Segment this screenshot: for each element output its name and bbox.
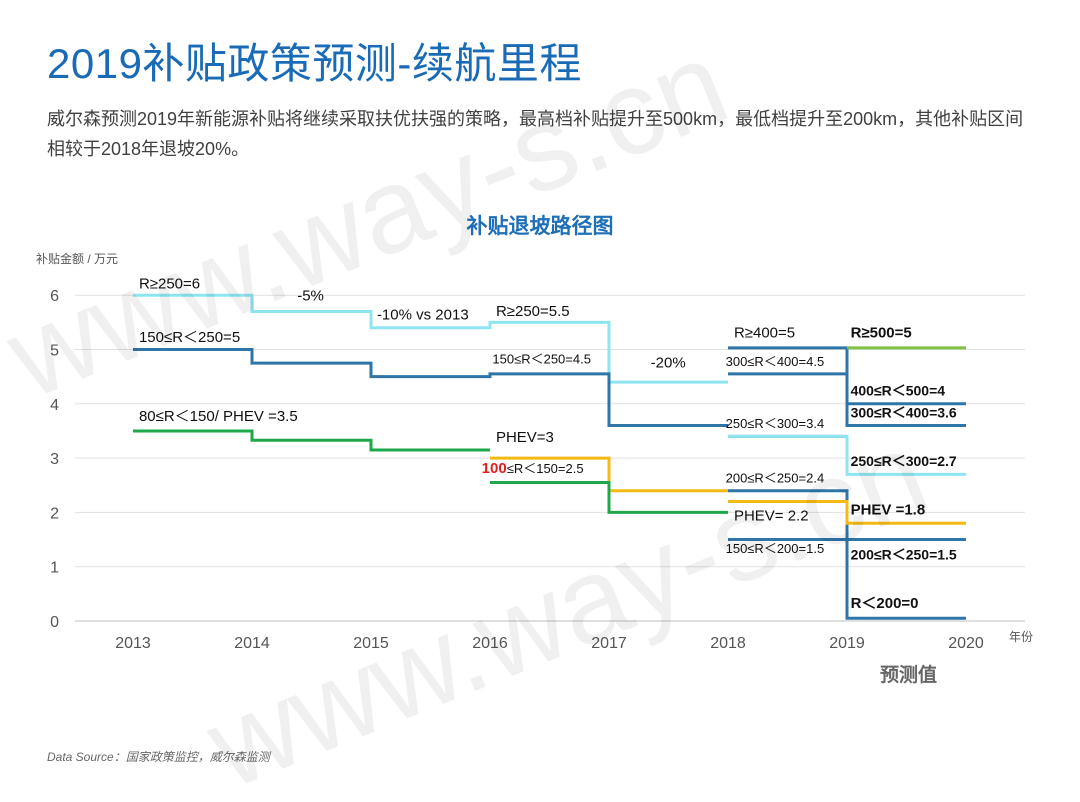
data-label: R≥500=5 [851, 325, 912, 342]
x-tick-label: 2015 [353, 635, 389, 652]
x-axis-label: 年份 [1009, 630, 1034, 644]
page-title: 2019补贴政策预测-续航里程 [47, 40, 582, 87]
series-line-4 [490, 456, 728, 493]
series-line-10 [728, 434, 966, 476]
series-line-1 [133, 293, 728, 384]
data-label: 300≤R＜400=3.6 [851, 404, 957, 420]
y-tick-label: 4 [50, 397, 59, 414]
series-line-3 [133, 429, 490, 452]
data-label: R≥250=5.5 [496, 303, 570, 320]
x-tick-label: 2016 [472, 635, 508, 652]
series-line-13 [728, 538, 966, 620]
data-label: 80≤R＜150/ PHEV =3.5 [139, 408, 298, 425]
data-label: PHEV =1.8 [851, 502, 926, 519]
data-label-rest: ≤R＜150=2.5 [507, 461, 584, 476]
x-tick-label: 2017 [591, 635, 627, 652]
series-line-2 [133, 348, 728, 427]
data-label: 200≤R＜250=1.5 [851, 547, 957, 563]
data-source: Data Source：国家政策监控，威尔森监测 [47, 750, 270, 764]
x-tick-label: 2020 [948, 635, 984, 652]
page-description: 威尔森预测2019年新能源补贴将继续采取扶优扶强的策略，最高档补贴提升至500k… [47, 109, 1024, 159]
y-axis-label: 补贴金额 / 万元 [36, 252, 119, 266]
x-tick-label: 2013 [115, 635, 151, 652]
y-tick-label: 0 [50, 614, 59, 631]
data-label: -5% [297, 288, 324, 305]
chart-title: 补贴退坡路径图 [466, 215, 614, 238]
y-tick-label: 5 [50, 343, 59, 360]
data-label: R≥400=5 [734, 325, 795, 342]
x-tick-label: 2019 [829, 635, 865, 652]
y-tick-label: 6 [50, 288, 59, 305]
series-line-12 [728, 500, 966, 525]
x-tick-label: 2018 [710, 635, 746, 652]
data-label: 100≤R＜150=2.5 [482, 460, 584, 477]
data-label: 150≤R＜250=5 [139, 329, 240, 346]
data-label: 150≤R＜200=1.5 [726, 541, 825, 556]
y-tick-label: 3 [50, 451, 59, 468]
data-label: -10% vs 2013 [377, 307, 469, 324]
series-line-8 [728, 372, 966, 427]
data-label: 250≤R＜300=2.7 [851, 453, 957, 469]
y-tick-label: 1 [50, 560, 59, 577]
data-label: -20% [651, 354, 686, 371]
y-tick-label: 2 [50, 505, 59, 522]
data-label-highlight: 100 [482, 460, 507, 477]
data-label: R＜200=0 [851, 595, 919, 612]
x-tick-label: 2014 [234, 635, 270, 652]
data-label: PHEV=3 [496, 429, 554, 446]
data-label: PHEV= 2.2 [734, 508, 809, 525]
data-label: 400≤R＜500=4 [851, 383, 946, 399]
forecast-label: 预测值 [880, 665, 938, 686]
series-line-5 [490, 481, 728, 514]
data-label: 250≤R＜300=3.4 [726, 416, 825, 431]
data-label: R≥250=6 [139, 276, 200, 293]
data-label: 150≤R＜250=4.5 [492, 352, 591, 367]
data-label: 300≤R＜400=4.5 [726, 354, 825, 369]
data-label: 200≤R＜250=2.4 [726, 471, 825, 486]
